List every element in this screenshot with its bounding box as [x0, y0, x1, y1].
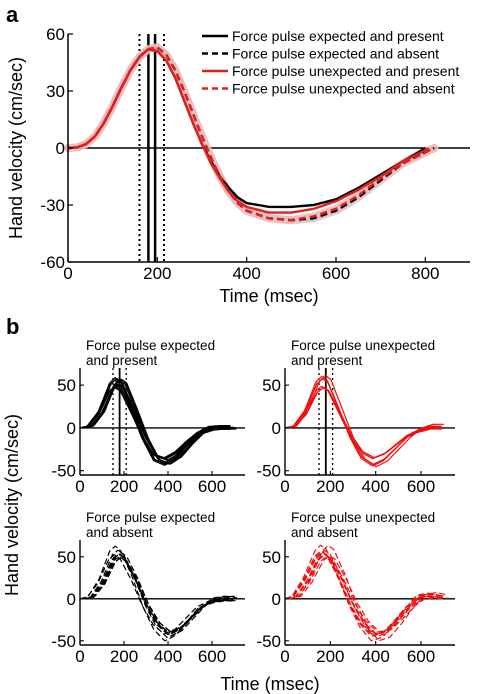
panel-b-y-tick-label: -50: [51, 462, 76, 481]
panel-a-legend-entry-2: Force pulse unexpected and present: [232, 63, 459, 79]
panel-b-subplot-title-0: and present: [86, 353, 158, 368]
panel-b-trial-trace: [82, 556, 237, 633]
panel-b-trial-trace: [80, 384, 235, 461]
panel-b-y-tick-label: 0: [272, 419, 281, 438]
panel-b-y-tick-label: 50: [262, 376, 281, 395]
panel-b-y-axis-label: Hand velocity (cm/sec): [2, 414, 22, 596]
panel-b-y-tick-label: 50: [262, 548, 281, 567]
panel-a-legend-entry-1: Force pulse expected and absent: [232, 46, 439, 62]
panel-b-subplot-title-1: Force pulse unexpected: [291, 338, 435, 353]
panel-a-y-tick-label: -30: [40, 196, 65, 215]
panel-b-trial-trace: [284, 376, 440, 467]
panel-b-trial-trace: [289, 555, 449, 634]
panel-b-subplot-title-1: and present: [291, 353, 363, 368]
panel-b-subplot-title-2: and absent: [86, 525, 153, 540]
panel-a-y-tick-label: 0: [56, 139, 65, 158]
panel-b-trial-trace: [80, 556, 235, 634]
panel-b-trial-trace: [80, 553, 235, 636]
panel-a-y-axis-label: Hand velocity (cm/sec): [6, 57, 26, 239]
panel-b-trial-trace: [82, 557, 237, 633]
panel-b-x-tick-label: 0: [75, 647, 84, 666]
panel-b-trial-trace: [79, 385, 230, 460]
panel-b-trial-trace: [79, 554, 230, 635]
panel-b-x-tick-label: 600: [198, 477, 226, 496]
panel-b-x-tick-label: 0: [280, 477, 289, 496]
panel-b-y-tick-label: 0: [67, 419, 76, 438]
panel-b-trial-trace: [79, 384, 231, 461]
panel-a-x-axis-label: Time (msec): [219, 286, 318, 306]
panel-b-x-tick-label: 400: [361, 477, 389, 496]
panel-b-trial-trace: [79, 387, 230, 459]
panel-b-x-tick-label: 400: [361, 647, 389, 666]
panel-b-y-tick-label: 50: [57, 376, 76, 395]
panel-a-series-3: [67, 46, 435, 222]
panel-b-trial-trace: [79, 383, 234, 461]
panel-b-trial-trace: [79, 376, 231, 466]
panel-b-x-tick-label: 600: [407, 647, 435, 666]
panel-b-x-tick-label: 200: [316, 477, 344, 496]
panel-a-legend-entry-0: Force pulse expected and present: [232, 28, 444, 44]
panel-a-x-tick-label: 200: [143, 264, 171, 283]
panel-a-chart: 0 200 400 600 800 -60 -30 0 30 60 Time (msec) Hand …: [6, 25, 470, 306]
panel-a-letter: a: [6, 2, 19, 27]
panel-b-subplot-title-3: Force pulse unexpected: [291, 510, 435, 525]
panel-b-x-tick-label: 0: [75, 477, 84, 496]
panel-b-x-tick-label: 600: [198, 647, 226, 666]
panel-b-x-tick-label: 200: [110, 647, 138, 666]
panel-b-y-tick-label: -50: [51, 632, 76, 651]
panel-b-trial-trace: [81, 378, 236, 465]
panel-b-trial-trace: [284, 550, 440, 637]
panel-b-trial-trace: [284, 550, 441, 637]
panel-b-trial-trace: [284, 387, 442, 459]
panel-a-x-tick-label: 600: [322, 264, 350, 283]
panel-b-trial-trace: [288, 544, 447, 642]
panel-a-y-tick-label: 30: [46, 82, 65, 101]
panel-b-trial-trace: [79, 545, 231, 642]
panel-b-trial-trace: [284, 550, 443, 638]
panel-b-trial-trace: [80, 379, 235, 464]
panel-b-trial-trace: [284, 551, 441, 636]
panel-b-subplot-title-2: Force pulse expected: [86, 510, 215, 525]
panel-a-x-tick-label: 400: [232, 264, 260, 283]
panel-b-letter: b: [6, 314, 19, 339]
panel-b-x-tick-label: 200: [316, 647, 344, 666]
panel-a-y-tick-label: 60: [46, 25, 65, 44]
panel-b-y-tick-label: -50: [256, 462, 281, 481]
panel-b-subplot-title-3: and absent: [291, 525, 358, 540]
panel-b-y-tick-label: 0: [67, 590, 76, 609]
panel-b-x-axis-label: Time (msec): [220, 674, 319, 694]
panel-b-trial-trace: [284, 387, 442, 459]
panel-a-x-tick-label: 800: [411, 264, 439, 283]
panel-a-x-tick-label: 0: [63, 264, 72, 283]
panel-b-subplot-title-0: Force pulse expected: [86, 338, 215, 353]
panel-b-y-tick-label: 0: [272, 590, 281, 609]
panel-b-trial-trace: [284, 554, 444, 635]
panel-a-legend-entry-3: Force pulse unexpected and absent: [232, 81, 455, 97]
panel-b-x-tick-label: 200: [110, 477, 138, 496]
panel-b-x-tick-label: 400: [154, 477, 182, 496]
panel-b-x-tick-label: 400: [154, 647, 182, 666]
panel-b-trial-trace: [284, 544, 440, 642]
panel-b-trial-trace: [284, 386, 440, 460]
panel-b-trial-trace: [286, 555, 446, 633]
panel-b-y-tick-label: -50: [256, 632, 281, 651]
panel-b-trial-trace: [284, 387, 442, 459]
panel-b-x-tick-label: 600: [407, 477, 435, 496]
panel-b-y-tick-label: 50: [57, 548, 76, 567]
panel-b-x-tick-label: 0: [280, 647, 289, 666]
panel-b-trial-trace: [79, 549, 234, 639]
panel-a-y-tick-label: -60: [40, 253, 65, 272]
